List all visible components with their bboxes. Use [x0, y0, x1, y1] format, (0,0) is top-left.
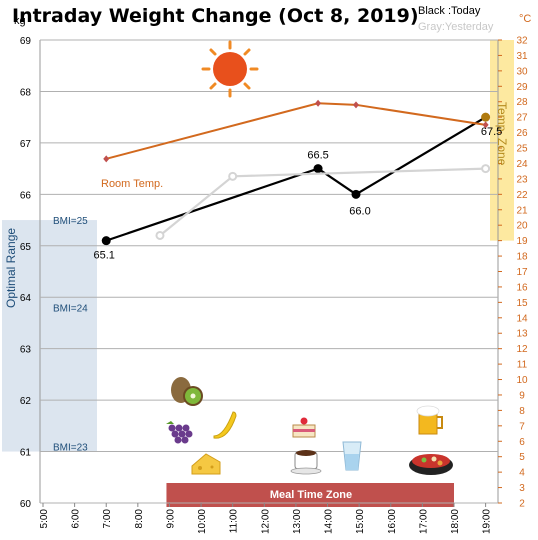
bmi-label: BMI=23: [53, 442, 88, 453]
legend-yesterday: Gray:Yesterday: [418, 21, 494, 33]
x-tick-label: 10:00: [197, 509, 208, 534]
x-tick-label: 18:00: [450, 509, 461, 534]
y-left-tick-label: 67: [20, 139, 32, 150]
yesterday-point: [481, 164, 491, 174]
optimal-range-band: [2, 220, 97, 452]
cake-icon: [292, 417, 316, 438]
room-temp-point: [352, 101, 359, 109]
y-right-tick-label: 15: [516, 298, 528, 309]
y-right-tick-label: 28: [516, 97, 528, 108]
y-left-tick-label: 68: [20, 87, 32, 98]
y-right-tick-label: 9: [519, 390, 525, 401]
yesterday-point: [228, 171, 238, 181]
y-left-tick-label: 65: [20, 242, 32, 253]
cheese-icon: [191, 453, 221, 475]
y-right-tick-label: 20: [516, 221, 528, 232]
y-left-tick-label: 69: [20, 36, 32, 47]
y-right-tick-label: 4: [519, 468, 525, 479]
room-temp-point: [315, 99, 322, 107]
temp-zone-label: Temp. Zone: [495, 102, 509, 166]
room-temp-point: [482, 121, 489, 129]
y-right-tick-label: 10: [516, 375, 528, 386]
banana-icon: [213, 411, 237, 439]
kiwi-icon: [171, 377, 203, 406]
y-right-tick-label: 19: [516, 236, 528, 247]
bmi-label: BMI=24: [53, 304, 88, 315]
y-right-tick-label: 23: [516, 174, 528, 185]
y-left-tick-label: 63: [20, 345, 32, 356]
meal-zone-label: Meal Time Zone: [270, 489, 352, 501]
x-tick-label: 14:00: [324, 509, 335, 534]
y-left-tick-label: 62: [20, 396, 32, 407]
x-tick-label: 7:00: [102, 509, 113, 529]
beer-icon: [416, 405, 443, 435]
y-right-tick-label: 3: [519, 483, 525, 494]
x-tick-label: 5:00: [39, 509, 50, 529]
y-right-tick-label: 17: [516, 267, 528, 278]
temp-zone-band: [490, 40, 514, 241]
sun-icon: [201, 40, 259, 98]
today-point: [313, 164, 323, 174]
today-data-label: 66.0: [349, 205, 370, 217]
y-left-tick-label: 60: [20, 499, 32, 510]
yesterday-point: [155, 230, 165, 240]
y-right-tick-label: 18: [516, 252, 528, 263]
yesterday-line: [159, 167, 486, 237]
y-right-tick-label: 25: [516, 144, 528, 155]
water-glass-icon: [342, 441, 362, 471]
y-right-tick-label: 29: [516, 82, 528, 93]
y-right-tick-label: 26: [516, 128, 528, 139]
y-right-tick-label: 8: [519, 406, 525, 417]
y-right-tick-label: 24: [516, 159, 528, 170]
x-tick-label: 9:00: [165, 509, 176, 529]
y-right-tick-label: 12: [516, 344, 528, 355]
today-data-label: 66.5: [307, 150, 328, 162]
x-tick-label: 15:00: [355, 509, 366, 534]
hotpot-icon: [409, 454, 453, 475]
y-right-tick-label: 22: [516, 190, 528, 201]
today-point: [481, 112, 491, 122]
bmi-label: BMI=25: [53, 216, 88, 227]
y-right-tick-label: 32: [516, 36, 528, 47]
legend-today: Black :Today: [418, 5, 481, 17]
y-right-tick-label: 14: [516, 313, 528, 324]
x-tick-label: 11:00: [229, 509, 240, 534]
today-point: [101, 236, 111, 246]
today-line: [105, 116, 487, 242]
y-right-tick-label: 2: [519, 499, 525, 510]
x-tick-label: 12:00: [260, 509, 271, 534]
left-axis-unit: kg: [14, 15, 26, 27]
coffee-icon: [290, 450, 322, 475]
x-tick-label: 16:00: [387, 509, 398, 534]
y-right-tick-label: 16: [516, 282, 528, 293]
y-right-tick-label: 21: [516, 205, 528, 216]
right-axis-unit: °C: [519, 13, 531, 25]
grapes-icon: [166, 421, 193, 444]
room-temp-label: Room Temp.: [101, 178, 163, 190]
x-tick-label: 17:00: [418, 509, 429, 534]
optimal-range-label: Optimal Range: [4, 228, 18, 308]
today-data-label: 67.5: [481, 126, 502, 138]
y-right-tick-label: 5: [519, 452, 525, 463]
y-left-tick-label: 61: [20, 448, 32, 459]
today-point: [351, 189, 361, 199]
y-right-tick-label: 7: [519, 421, 525, 432]
x-tick-label: 13:00: [292, 509, 303, 534]
y-right-tick-label: 13: [516, 329, 528, 340]
today-data-label: 65.1: [94, 250, 115, 262]
y-right-tick-label: 6: [519, 437, 525, 448]
x-tick-label: 19:00: [482, 509, 493, 534]
y-right-tick-label: 27: [516, 113, 528, 124]
x-tick-label: 6:00: [71, 509, 82, 529]
x-tick-label: 8:00: [134, 509, 145, 529]
y-left-tick-label: 66: [20, 190, 32, 201]
y-right-tick-label: 30: [516, 66, 528, 77]
y-right-tick-label: 11: [517, 360, 528, 371]
chart-title: Intraday Weight Change (Oct 8, 2019): [12, 5, 419, 27]
room-temp-point: [103, 155, 110, 163]
y-right-tick-label: 31: [516, 51, 528, 62]
y-left-tick-label: 64: [20, 293, 32, 304]
room-temp-line: [105, 102, 486, 160]
